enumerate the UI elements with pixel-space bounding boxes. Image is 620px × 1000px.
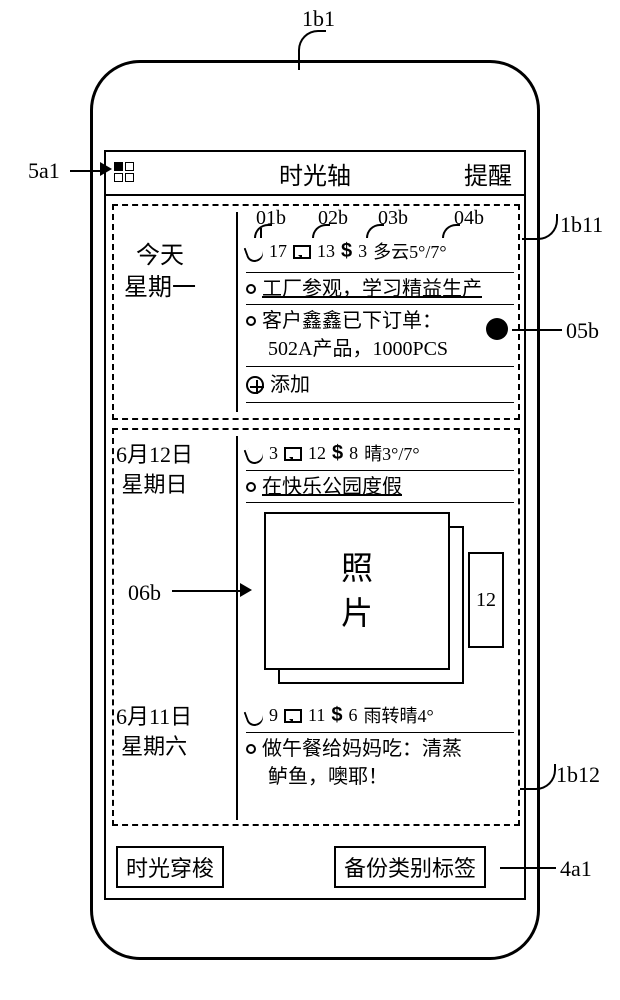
phone-icon — [244, 242, 266, 264]
money-count: 8 — [349, 443, 358, 464]
divider — [246, 272, 514, 273]
money-count: 6 — [348, 705, 357, 726]
leader — [500, 867, 556, 869]
status-dot[interactable] — [486, 318, 508, 340]
date-label: 今天 — [124, 240, 196, 272]
bullet-icon — [246, 482, 256, 492]
todo-text: 502A产品，1000PCS — [268, 338, 448, 360]
stats-row-day2: 3 12 $8 晴3°/7° — [246, 440, 420, 466]
add-button[interactable]: 添加 — [246, 372, 310, 399]
todo-text: 工厂参观，学习精益生产 — [262, 278, 482, 300]
photo-count-badge: 12 — [468, 552, 504, 648]
callout-1b1: 1b1 — [302, 6, 335, 32]
calls-count: 3 — [269, 443, 278, 464]
calls-count: 9 — [269, 705, 278, 726]
timeline-line — [236, 436, 238, 820]
todo-item[interactable]: 在快乐公园度假 — [246, 474, 402, 501]
weekday-label: 星期日 — [116, 470, 193, 500]
phone-icon — [244, 706, 266, 728]
callout-1b12: 1b12 — [556, 762, 600, 788]
backup-tags-button[interactable]: 备份类别标签 — [334, 846, 486, 888]
divider — [246, 366, 514, 367]
leader — [512, 329, 562, 331]
weekday-label: 星期一 — [124, 272, 196, 304]
money-count: 3 — [358, 241, 367, 262]
arrowhead-icon — [240, 583, 252, 597]
date-day2: 6月12日 星期日 — [116, 440, 193, 499]
leader-curve — [298, 30, 326, 70]
todo-item[interactable]: 客户鑫鑫已下订单： — [246, 308, 442, 335]
bullet-icon — [246, 316, 256, 326]
callout-06b: 06b — [128, 580, 161, 606]
msgs-count: 11 — [308, 705, 325, 726]
todo-item-cont: 鲈鱼，噢耶！ — [268, 764, 388, 791]
divider — [246, 402, 514, 403]
date-label: 6月12日 — [116, 440, 193, 470]
photo-label: 照 片 — [341, 546, 373, 636]
date-label: 6月11日 — [116, 702, 192, 732]
dollar-icon: $ — [341, 240, 352, 263]
bullet-icon — [246, 284, 256, 294]
header-bar: 时光轴 提醒 — [106, 152, 524, 196]
stats-row-today: 17 13 $3 多云5°/7° — [246, 238, 447, 264]
arrowhead-icon — [100, 162, 112, 176]
date-day3: 6月11日 星期六 — [116, 702, 192, 761]
reminder-link[interactable]: 提醒 — [464, 156, 512, 191]
leader-curve — [520, 764, 556, 790]
divider — [246, 502, 514, 503]
leader-curve — [522, 214, 558, 240]
msgs-count: 13 — [317, 241, 335, 262]
dollar-icon: $ — [331, 704, 342, 727]
todo-item[interactable]: 工厂参观，学习精益生产 — [246, 276, 482, 303]
weather-text: 晴3°/7° — [364, 440, 419, 466]
todo-text: 鲈鱼，噢耶！ — [268, 766, 388, 788]
weather-text: 多云5°/7° — [373, 238, 446, 264]
time-travel-button[interactable]: 时光穿梭 — [116, 846, 224, 888]
divider — [246, 470, 514, 471]
msgs-count: 12 — [308, 443, 326, 464]
plus-icon — [246, 376, 264, 394]
divider — [246, 304, 514, 305]
dollar-icon: $ — [332, 442, 343, 465]
callout-4a1: 4a1 — [560, 856, 592, 882]
todo-text: 在快乐公园度假 — [262, 476, 402, 498]
leader — [172, 590, 242, 592]
callout-05b: 05b — [566, 318, 599, 344]
message-icon — [293, 245, 311, 259]
todo-item[interactable]: 做午餐给妈妈吃：清蒸 — [246, 736, 462, 763]
todo-text: 做午餐给妈妈吃：清蒸 — [262, 738, 462, 760]
todo-text: 客户鑫鑫已下订单： — [262, 310, 442, 332]
todo-item-cont: 502A产品，1000PCS — [268, 336, 448, 363]
add-label: 添加 — [270, 374, 310, 396]
leader — [70, 170, 104, 172]
screen: 时光轴 提醒 今天 星期一 17 13 $3 多云5°/7° 工厂参观，学习精益… — [104, 150, 526, 900]
weather-text: 雨转晴4° — [363, 702, 433, 728]
stats-row-day3: 9 11 $6 雨转晴4° — [246, 702, 434, 728]
page-title: 时光轴 — [279, 156, 351, 191]
callout-1b11: 1b11 — [560, 212, 603, 238]
message-icon — [284, 709, 302, 723]
calls-count: 17 — [269, 241, 287, 262]
callout-5a1: 5a1 — [28, 158, 60, 184]
grid-icon[interactable] — [114, 162, 136, 184]
date-today: 今天 星期一 — [124, 240, 196, 305]
phone-icon — [244, 444, 266, 466]
divider — [246, 732, 514, 733]
bullet-icon — [246, 744, 256, 754]
photo-front: 照 片 — [264, 512, 450, 670]
message-icon — [284, 447, 302, 461]
weekday-label: 星期六 — [116, 732, 192, 762]
timeline-line — [236, 212, 238, 412]
